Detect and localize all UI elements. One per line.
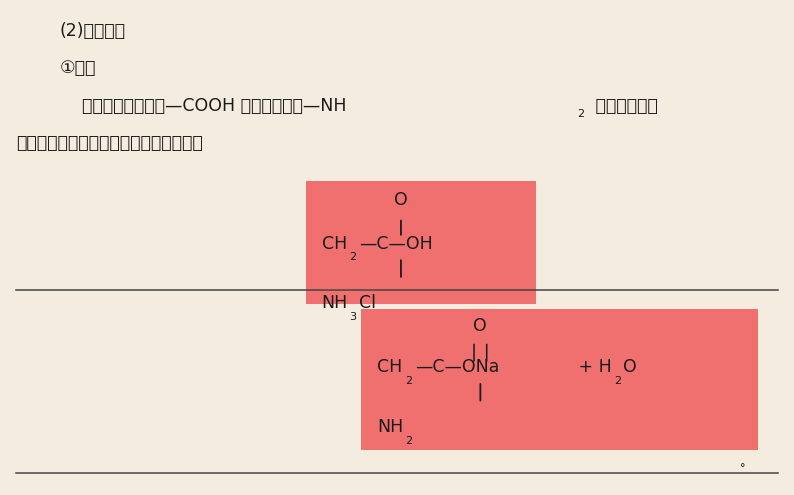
Text: 2: 2 — [349, 252, 357, 262]
Text: 在氨基酸分子中，—COOH 是酸性基团，—NH: 在氨基酸分子中，—COOH 是酸性基团，—NH — [60, 97, 346, 114]
Text: Cl: Cl — [359, 294, 376, 312]
Text: ①两性: ①两性 — [60, 59, 96, 77]
Text: —C—OH: —C—OH — [359, 235, 433, 252]
Text: 2: 2 — [577, 109, 584, 119]
Text: + H: + H — [573, 358, 612, 376]
Bar — [361, 309, 758, 450]
Text: CH: CH — [377, 358, 403, 376]
Text: NH: NH — [322, 294, 348, 312]
Text: 2: 2 — [614, 376, 621, 386]
Bar — [306, 181, 536, 304]
Text: 3: 3 — [349, 312, 357, 322]
Text: 是碱性基团，: 是碱性基团， — [590, 97, 657, 114]
Text: 甘氨酸分别与盐酸、氢氧化钠的反应为：: 甘氨酸分别与盐酸、氢氧化钠的反应为： — [16, 134, 202, 151]
Text: O: O — [473, 317, 488, 335]
Text: CH: CH — [322, 235, 347, 252]
Text: 2: 2 — [405, 376, 412, 386]
Text: 2: 2 — [405, 436, 412, 446]
Text: (2)化学性质: (2)化学性质 — [60, 22, 125, 40]
Text: —C—ONa: —C—ONa — [415, 358, 499, 376]
Text: O: O — [394, 191, 408, 208]
Text: °: ° — [740, 463, 745, 473]
Text: NH: NH — [377, 418, 403, 436]
Text: O: O — [623, 358, 637, 376]
